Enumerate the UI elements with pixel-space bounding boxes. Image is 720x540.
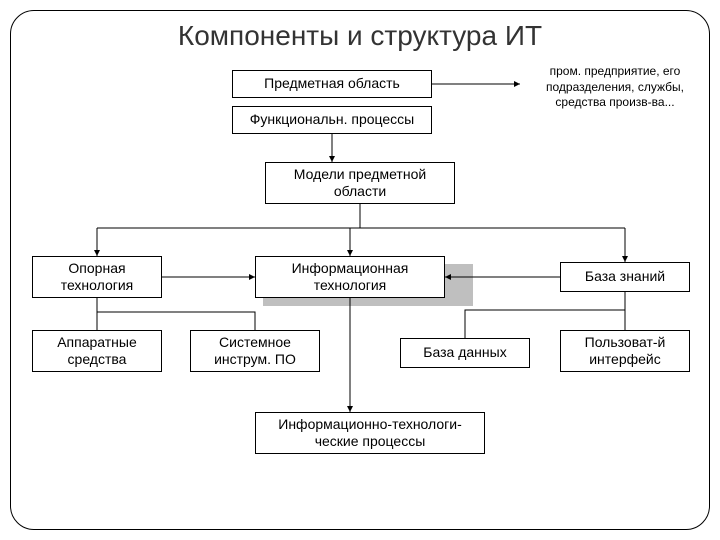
node-system-sw: Системное инструм. ПО (190, 330, 320, 372)
node-user-interface: Пользоват-й интерфейс (560, 330, 690, 372)
node-domain-models: Модели предметной области (265, 162, 455, 204)
slide-title: Компоненты и структура ИТ (0, 20, 720, 52)
node-subject-area: Предметная область (232, 70, 432, 98)
node-info-tech: Информационная технология (255, 256, 445, 298)
node-func-processes: Функциональн. процессы (232, 106, 432, 134)
node-database: База данных (400, 338, 530, 368)
node-hardware: Аппаратные средства (32, 330, 162, 372)
node-it-processes: Информационно-технологи- ческие процессы (255, 412, 485, 454)
node-knowledge-base: База знаний (560, 262, 690, 292)
side-note: пром. предприятие, его подразделения, сл… (530, 64, 700, 111)
node-base-tech: Опорная технология (32, 256, 162, 298)
